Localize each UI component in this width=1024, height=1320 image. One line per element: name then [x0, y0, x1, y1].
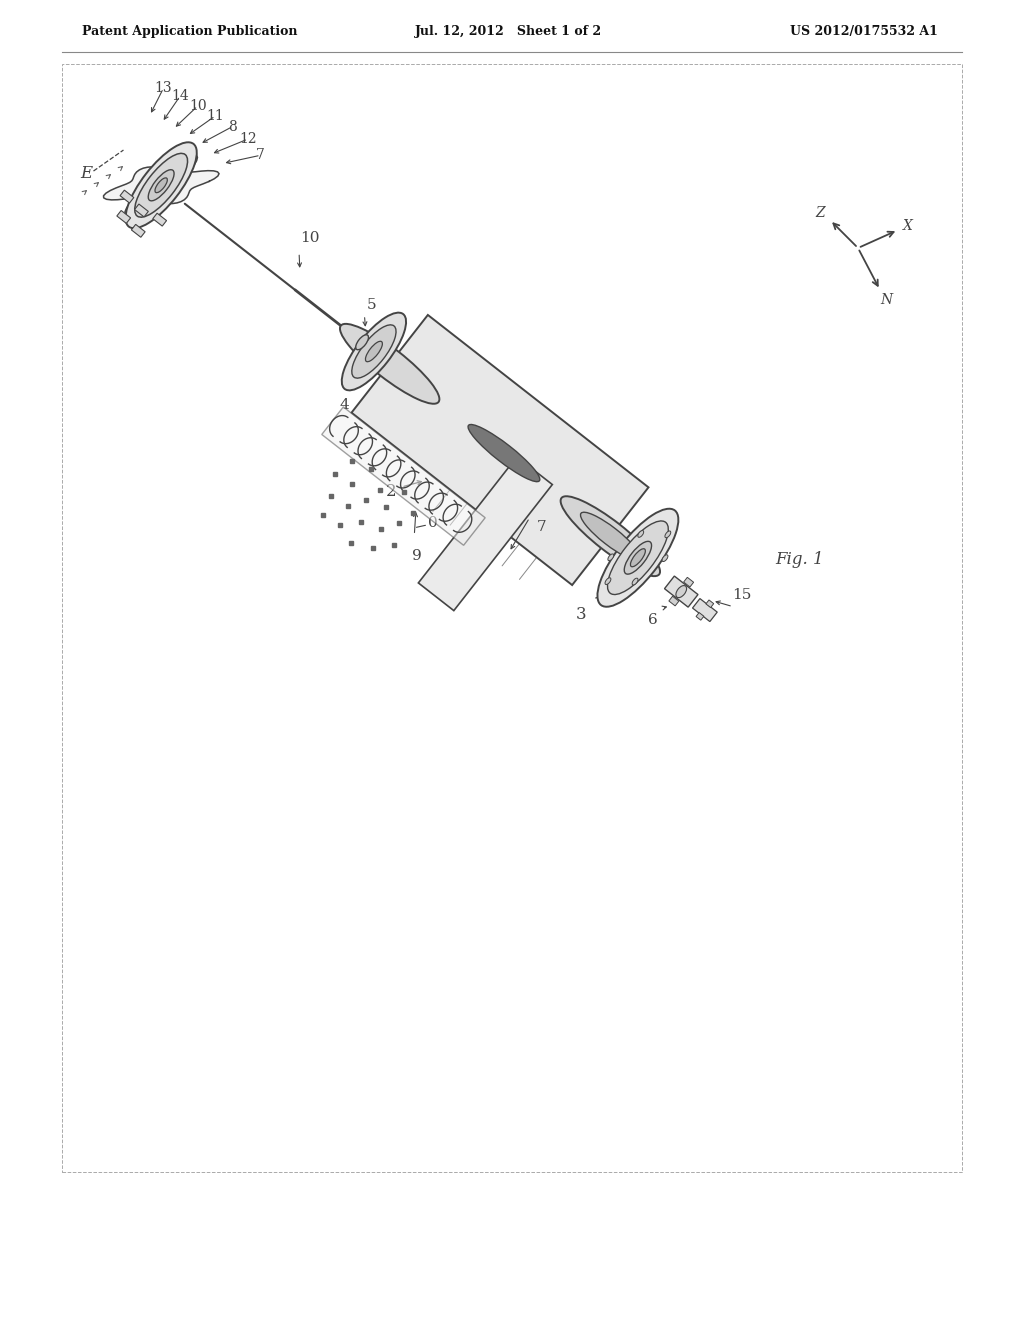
Ellipse shape — [148, 170, 174, 201]
Text: 8: 8 — [228, 120, 237, 133]
Polygon shape — [134, 205, 148, 216]
Ellipse shape — [560, 496, 660, 576]
Text: 10: 10 — [188, 99, 207, 114]
Polygon shape — [669, 597, 679, 606]
Text: Fig. 1: Fig. 1 — [776, 552, 824, 569]
Polygon shape — [696, 612, 703, 620]
Polygon shape — [131, 224, 145, 238]
Text: 9: 9 — [412, 549, 422, 564]
Text: 12: 12 — [240, 132, 257, 147]
Text: 7: 7 — [256, 148, 265, 162]
Ellipse shape — [352, 325, 396, 378]
Text: 5: 5 — [367, 298, 377, 313]
Ellipse shape — [676, 586, 686, 598]
Text: 2: 2 — [386, 483, 396, 500]
Polygon shape — [665, 576, 698, 607]
Text: 7: 7 — [537, 520, 547, 533]
Ellipse shape — [608, 554, 613, 561]
Ellipse shape — [126, 143, 197, 228]
Text: US 2012/0175532 A1: US 2012/0175532 A1 — [790, 25, 938, 38]
Ellipse shape — [625, 541, 651, 574]
Ellipse shape — [581, 512, 640, 560]
Ellipse shape — [631, 549, 645, 566]
Polygon shape — [684, 577, 693, 587]
Bar — [62, 63, 962, 1172]
Text: 4: 4 — [340, 397, 350, 412]
Polygon shape — [117, 210, 131, 223]
Text: 11: 11 — [207, 110, 224, 123]
Text: 0: 0 — [428, 516, 438, 531]
Ellipse shape — [342, 313, 407, 391]
Polygon shape — [706, 601, 714, 607]
Text: 10: 10 — [300, 231, 319, 246]
Text: 15: 15 — [732, 587, 752, 602]
Ellipse shape — [638, 531, 644, 537]
Ellipse shape — [607, 521, 669, 594]
Text: X: X — [903, 219, 913, 234]
Polygon shape — [153, 214, 167, 226]
Text: 13: 13 — [155, 81, 172, 95]
Ellipse shape — [632, 578, 638, 585]
Text: Patent Application Publication: Patent Application Publication — [82, 25, 298, 38]
Text: E: E — [81, 165, 92, 182]
Ellipse shape — [663, 554, 668, 561]
Ellipse shape — [605, 578, 611, 585]
Polygon shape — [419, 457, 552, 611]
Polygon shape — [351, 315, 648, 585]
Ellipse shape — [468, 425, 540, 482]
Text: N: N — [880, 293, 892, 308]
Ellipse shape — [597, 508, 678, 607]
Ellipse shape — [366, 342, 382, 362]
Polygon shape — [322, 407, 485, 545]
Ellipse shape — [155, 178, 167, 193]
Ellipse shape — [135, 153, 187, 218]
Polygon shape — [120, 190, 134, 203]
Text: 14: 14 — [171, 88, 189, 103]
Ellipse shape — [665, 531, 671, 537]
Text: 6: 6 — [648, 612, 657, 627]
Polygon shape — [103, 154, 219, 216]
Polygon shape — [692, 598, 717, 622]
Ellipse shape — [355, 335, 369, 350]
Text: Jul. 12, 2012   Sheet 1 of 2: Jul. 12, 2012 Sheet 1 of 2 — [415, 25, 602, 38]
Ellipse shape — [340, 323, 439, 404]
Text: Z: Z — [815, 206, 824, 220]
Text: 3: 3 — [575, 606, 586, 623]
